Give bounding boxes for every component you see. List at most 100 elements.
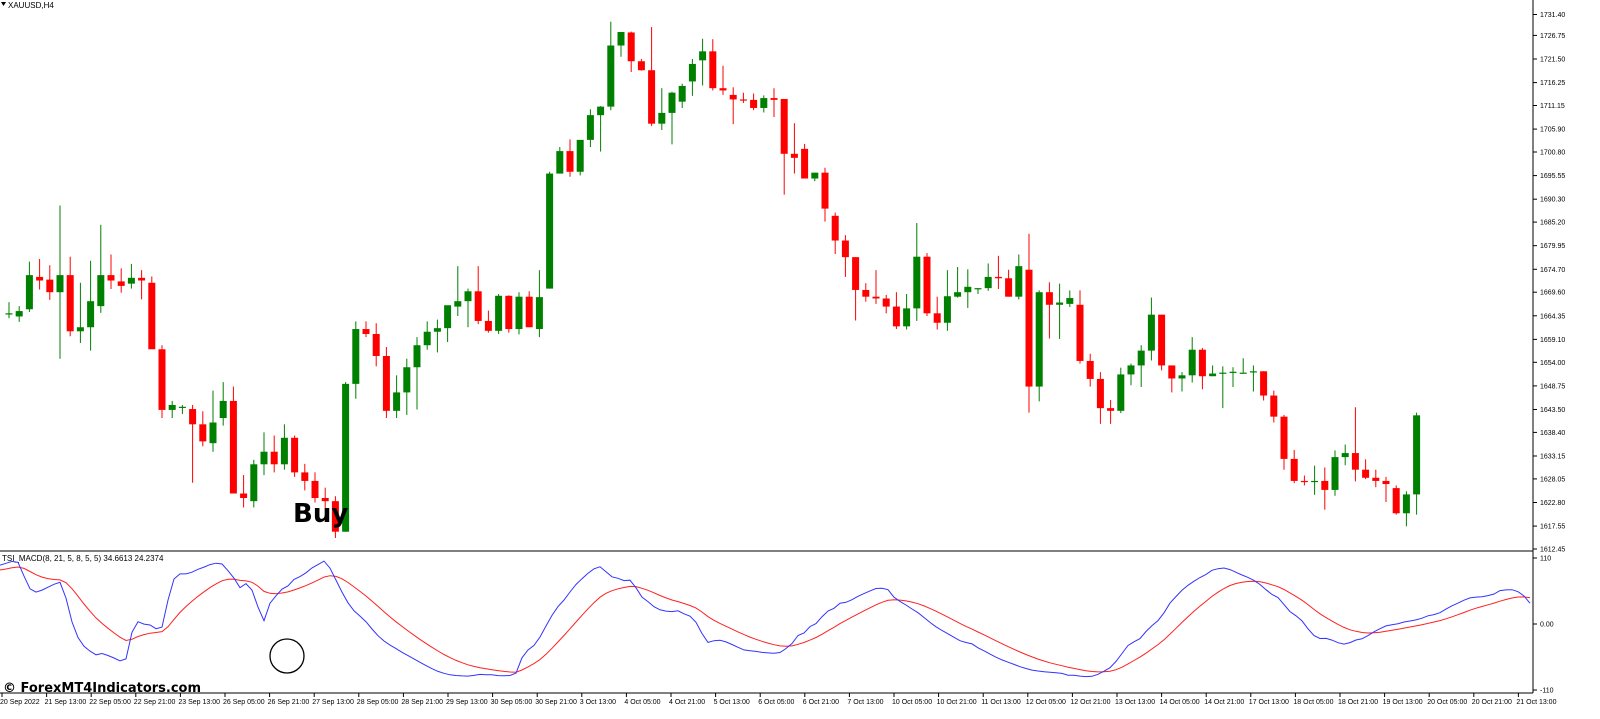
candle-body	[739, 99, 747, 101]
candle-body	[240, 493, 248, 498]
indicator-lines	[0, 560, 1531, 678]
candle-body	[719, 88, 727, 91]
candle-body	[780, 98, 788, 154]
indicator-pane[interactable]: TSI_MACD(8, 21, 5, 8, 5, 5) 34.6613 24.2…	[0, 554, 1531, 678]
candle-body	[260, 451, 268, 465]
candle	[107, 254, 115, 290]
candle-body	[1209, 373, 1217, 377]
candle-body	[729, 94, 737, 100]
candle-body	[627, 32, 635, 62]
signal-line	[0, 566, 1531, 673]
price-tick-label: 1679.95	[1540, 243, 1565, 250]
candle-body	[1280, 416, 1288, 459]
time-tick-label: 26 Sep 21:00	[268, 699, 310, 706]
candle	[127, 263, 135, 289]
candle	[1341, 444, 1349, 466]
candle-body	[831, 215, 839, 241]
time-tick-label: 23 Sep 13:00	[178, 699, 220, 706]
candle	[678, 83, 686, 108]
time-tick-label: 13 Oct 13:00	[1115, 699, 1155, 706]
candle-body	[5, 313, 13, 315]
candle-body	[556, 151, 564, 174]
candle-body	[1198, 349, 1206, 377]
candle	[1392, 485, 1400, 515]
candle-body	[1341, 453, 1349, 458]
candle-body	[994, 276, 1002, 279]
candle-body	[454, 301, 462, 307]
candle-body	[1107, 408, 1115, 411]
candle	[790, 123, 798, 174]
candle-body	[219, 400, 227, 419]
candle-body	[801, 148, 809, 179]
price-tick-label: 1700.80	[1540, 150, 1565, 157]
candle	[454, 266, 462, 317]
candle-body	[1249, 371, 1257, 373]
candle-body	[1188, 349, 1196, 376]
candle	[811, 172, 819, 182]
candle	[1188, 337, 1196, 383]
candle	[301, 463, 309, 491]
candle-body	[46, 279, 54, 293]
candle	[1086, 353, 1094, 387]
candle	[576, 139, 584, 176]
candle-body	[790, 153, 798, 158]
candle-body	[1168, 365, 1176, 379]
candle	[56, 205, 64, 359]
candle	[505, 295, 513, 333]
candle	[1321, 467, 1329, 510]
candle	[199, 411, 207, 447]
price-tick-label: 1669.60	[1540, 290, 1565, 297]
candle	[658, 88, 666, 130]
candle-body	[576, 139, 584, 172]
candle-body	[688, 63, 696, 82]
candle-body	[433, 328, 441, 332]
candle	[15, 306, 23, 322]
candle	[97, 224, 105, 313]
candle-body	[1015, 266, 1023, 297]
candle	[1127, 363, 1135, 386]
candle-body	[1331, 457, 1339, 490]
candle-body	[505, 295, 513, 330]
candle-body	[280, 437, 288, 465]
candle	[1168, 365, 1176, 393]
candle-body	[1066, 298, 1074, 304]
price-tick-label: 1643.50	[1540, 407, 1565, 414]
time-tick-label: 20 Oct 21:00	[1472, 699, 1512, 706]
candle-body	[464, 291, 472, 302]
candle-body	[1086, 360, 1094, 379]
time-tick-label: 22 Sep 05:00	[89, 699, 131, 706]
time-tick-label: 12 Oct 05:00	[1026, 699, 1066, 706]
price-tick-label: 1654.00	[1540, 360, 1565, 367]
candle	[841, 235, 849, 277]
candle-body	[535, 297, 543, 330]
candle	[1076, 290, 1084, 364]
time-tick-label: 20 Sep 2022	[0, 699, 40, 706]
candle	[117, 268, 125, 293]
candle-body	[1219, 372, 1227, 374]
candle-body	[1025, 269, 1033, 387]
candle-body	[1260, 371, 1268, 396]
indicator-tick-label: 110	[1540, 556, 1551, 563]
candle	[1035, 290, 1043, 402]
candle-body	[342, 383, 350, 532]
candle	[1311, 465, 1319, 495]
candle	[1005, 269, 1013, 297]
candle	[1015, 254, 1023, 300]
candle-body	[1035, 292, 1043, 387]
candle	[515, 292, 523, 335]
price-tick-label: 1612.45	[1540, 547, 1565, 554]
price-pane[interactable]: XAUUSD,H4 Buy	[1, 1, 1421, 538]
time-tick-label: 10 Oct 05:00	[892, 699, 932, 706]
candle-body	[189, 409, 197, 425]
watermark: © ForexMT4Indicators.com	[3, 681, 201, 696]
candle	[1260, 371, 1268, 401]
candle	[994, 255, 1002, 290]
candle-body	[97, 275, 105, 307]
crossover-circle-annotation	[269, 638, 305, 674]
candle-body	[1382, 480, 1390, 485]
candle-body	[444, 305, 452, 329]
candle	[1382, 476, 1390, 503]
candle	[1351, 407, 1359, 482]
